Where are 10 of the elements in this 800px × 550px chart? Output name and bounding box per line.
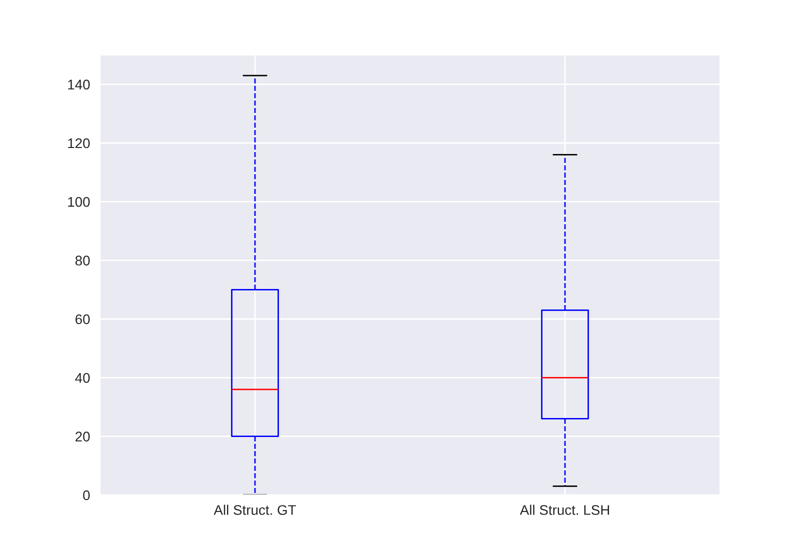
- y-tick-label: 20: [76, 432, 90, 442]
- x-tick-label: All Struct. GT: [214, 504, 296, 515]
- y-tick-label: 140: [68, 80, 90, 90]
- y-tick-label: 60: [76, 314, 90, 324]
- y-tick-label: 120: [68, 138, 90, 148]
- x-tick-label: All Struct. LSH: [520, 504, 610, 515]
- y-tick-label: 40: [75, 373, 90, 383]
- y-tick-label: 80: [75, 256, 90, 266]
- y-tick-label: 0: [83, 490, 90, 500]
- y-tick-label: 100: [68, 197, 90, 207]
